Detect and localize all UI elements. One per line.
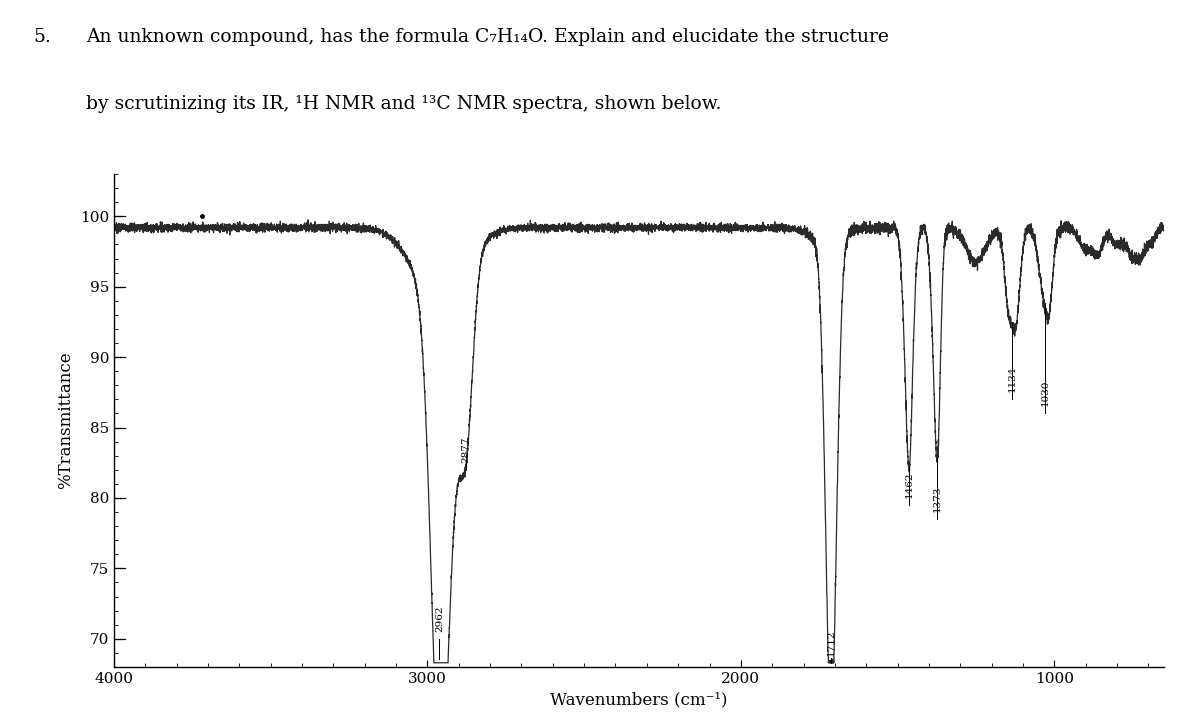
Text: 1030: 1030 bbox=[1040, 380, 1049, 407]
Text: 2877: 2877 bbox=[462, 436, 470, 463]
Y-axis label: %Transmittance: %Transmittance bbox=[58, 352, 74, 489]
Text: 1712: 1712 bbox=[827, 629, 835, 655]
X-axis label: Wavenumbers (cm⁻¹): Wavenumbers (cm⁻¹) bbox=[551, 692, 727, 708]
Text: 2962: 2962 bbox=[434, 605, 444, 631]
Text: 5.: 5. bbox=[34, 28, 52, 46]
Text: 1373: 1373 bbox=[932, 486, 942, 512]
Text: 1462: 1462 bbox=[905, 471, 914, 498]
Text: An unknown compound, has the formula C₇H₁₄O. Explain and elucidate the structure: An unknown compound, has the formula C₇H… bbox=[86, 28, 889, 46]
Text: by scrutinizing its IR, ¹H NMR and ¹³C NMR spectra, shown below.: by scrutinizing its IR, ¹H NMR and ¹³C N… bbox=[86, 96, 721, 113]
Text: 1134: 1134 bbox=[1008, 366, 1016, 392]
